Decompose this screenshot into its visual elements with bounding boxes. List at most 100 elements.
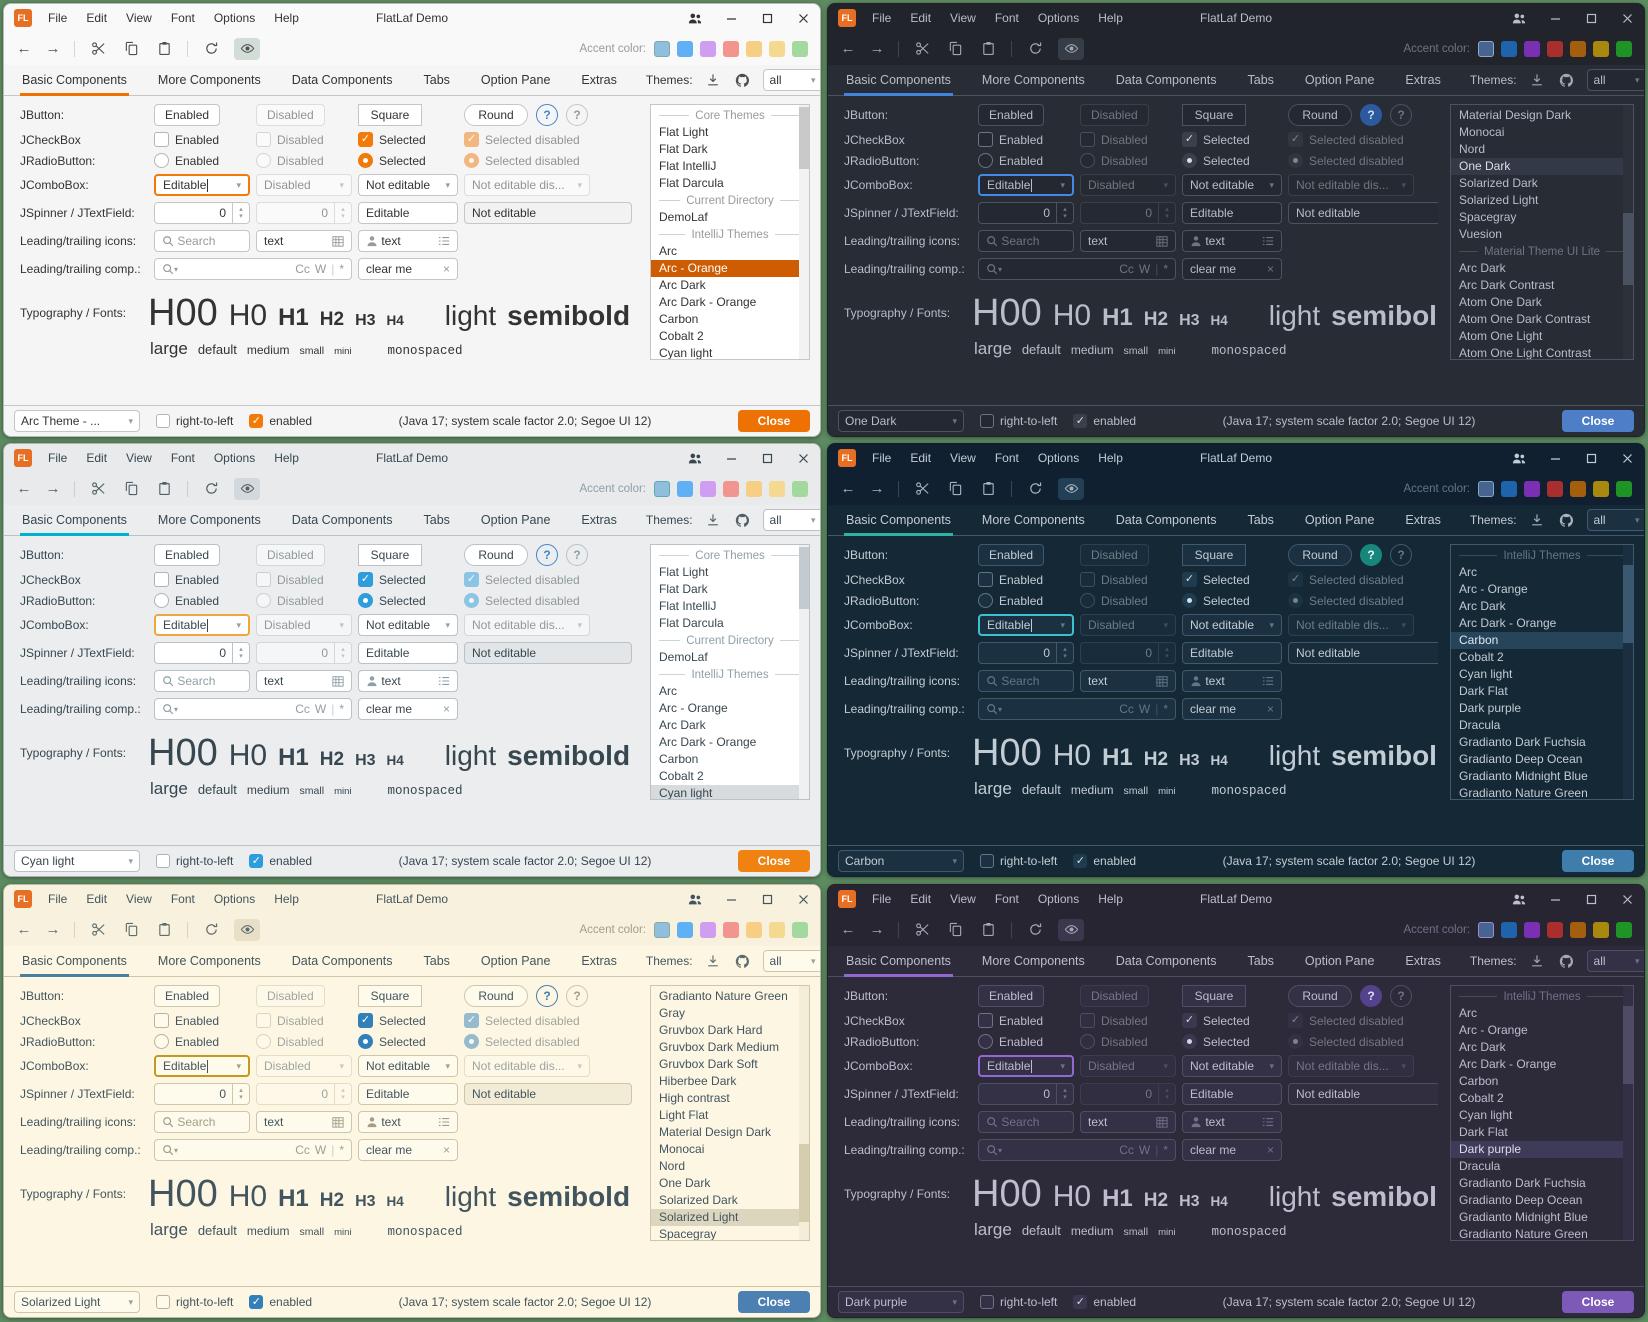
accent-swatch-6[interactable] xyxy=(1593,40,1609,57)
theme-list-item[interactable]: Cyan light xyxy=(651,785,809,799)
theme-list-item[interactable]: Arc Dark xyxy=(659,718,706,732)
theme-list-item[interactable]: Arc xyxy=(659,244,677,258)
checkbox-box[interactable] xyxy=(978,1013,993,1028)
spinner-down-icon[interactable]: ▾ xyxy=(1063,213,1067,220)
themes-list-scrollbar-track[interactable] xyxy=(799,105,809,359)
show-hidden-eye-icon[interactable] xyxy=(234,37,260,60)
round-button[interactable]: Round xyxy=(1288,544,1352,566)
theme-list-item[interactable]: Gradianto Deep Ocean xyxy=(1459,1193,1583,1207)
help-button-primary[interactable]: ? xyxy=(1360,544,1382,566)
menu-edit[interactable]: Edit xyxy=(86,451,108,465)
list-icon[interactable] xyxy=(1262,235,1274,247)
textfield-editable[interactable]: Editable xyxy=(1182,202,1282,224)
checkbox-box-checked[interactable] xyxy=(249,1295,264,1309)
checkbox-box[interactable] xyxy=(978,132,993,147)
maximize-button[interactable] xyxy=(760,11,774,25)
calendar-icon[interactable] xyxy=(1156,675,1168,687)
accent-swatch-1[interactable] xyxy=(654,40,670,57)
calendar-icon[interactable] xyxy=(332,1116,344,1128)
regex-icon[interactable]: * xyxy=(1163,262,1168,276)
radio-circle[interactable] xyxy=(978,1034,993,1049)
match-case-icon[interactable]: Cc xyxy=(295,262,310,276)
close-window-button[interactable] xyxy=(1620,451,1634,465)
accent-swatch-5[interactable] xyxy=(1570,480,1586,497)
spinner-value[interactable]: 0 xyxy=(219,1087,226,1101)
theme-list-item[interactable]: Arc Dark xyxy=(1459,599,1506,613)
theme-list-item[interactable]: Dark Flat xyxy=(1459,1125,1508,1139)
download-icon[interactable] xyxy=(1527,951,1547,971)
show-hidden-eye-icon[interactable] xyxy=(1058,477,1084,500)
github-icon[interactable] xyxy=(733,951,753,971)
radio-circle-selected[interactable] xyxy=(358,153,373,168)
theme-list-item[interactable]: Gruvbox Dark Soft xyxy=(659,1057,758,1071)
right-to-left-checkbox[interactable]: right-to-left xyxy=(156,414,233,428)
search-options-input[interactable]: ▾ Cc W | * xyxy=(154,1139,352,1161)
themes-list-scrollbar-track[interactable] xyxy=(1623,105,1633,359)
menu-file[interactable]: File xyxy=(48,892,68,906)
theme-list-item[interactable]: Arc Dark - Orange xyxy=(659,295,757,309)
cut-icon[interactable] xyxy=(912,39,932,59)
theme-list-item[interactable]: Carbon xyxy=(1451,632,1633,649)
checkbox-box[interactable] xyxy=(154,132,169,147)
checkbox-selected[interactable]: Selected xyxy=(1182,572,1282,587)
round-button[interactable]: Round xyxy=(464,985,528,1007)
square-button[interactable]: Square xyxy=(1182,985,1246,1007)
enabled-button[interactable]: Enabled xyxy=(154,104,221,126)
match-case-icon[interactable]: Cc xyxy=(295,702,310,716)
themes-filter-select[interactable]: all ▾ xyxy=(762,69,820,91)
tab-option-pane[interactable]: Option Pane xyxy=(1304,954,1375,968)
theme-list-item[interactable]: Gruvbox Dark Medium xyxy=(659,1040,780,1054)
combobox-not-editable[interactable]: Not editable ▾ xyxy=(1182,1055,1282,1077)
theme-list-item[interactable]: Flat IntelliJ xyxy=(659,599,717,613)
menu-view[interactable]: View xyxy=(950,451,976,465)
accent-swatch-3[interactable] xyxy=(700,921,716,938)
theme-list-item[interactable]: Dark Flat xyxy=(1459,684,1508,698)
copy-icon[interactable] xyxy=(945,920,965,940)
right-to-left-checkbox[interactable]: right-to-left xyxy=(156,854,233,868)
tab-tabs[interactable]: Tabs xyxy=(423,954,450,968)
help-button-secondary[interactable]: ? xyxy=(1390,985,1412,1007)
themes-filter-select[interactable]: all ▾ xyxy=(762,509,820,531)
footer-theme-select[interactable]: Solarized Light ▾ xyxy=(14,1291,140,1313)
accent-swatch-7[interactable] xyxy=(1616,480,1632,497)
date-input[interactable]: text xyxy=(1080,1111,1176,1133)
tab-more-components[interactable]: More Components xyxy=(157,513,261,527)
download-icon[interactable] xyxy=(1527,510,1547,530)
textfield-editable[interactable]: Editable xyxy=(358,202,458,224)
close-window-button[interactable] xyxy=(796,451,810,465)
date-input[interactable]: text xyxy=(1080,230,1176,252)
accent-swatch-5[interactable] xyxy=(746,480,762,497)
regex-icon[interactable]: * xyxy=(339,262,344,276)
list-icon[interactable] xyxy=(438,675,450,687)
spinner-arrows[interactable]: ▴ ▾ xyxy=(232,1084,249,1104)
close-button[interactable]: Close xyxy=(1562,1291,1634,1313)
footer-theme-select[interactable]: Carbon ▾ xyxy=(838,850,964,872)
date-input[interactable]: text xyxy=(256,1111,352,1133)
forward-icon[interactable]: → xyxy=(45,40,61,57)
date-input[interactable]: text xyxy=(256,670,352,692)
search-input[interactable]: Search xyxy=(154,1111,250,1133)
right-to-left-checkbox[interactable]: right-to-left xyxy=(156,1295,233,1309)
tab-tabs[interactable]: Tabs xyxy=(423,513,450,527)
accent-swatch-3[interactable] xyxy=(1524,921,1540,938)
theme-list-item[interactable]: Solarized Dark xyxy=(1459,176,1538,190)
enabled-checkbox[interactable]: enabled xyxy=(249,1295,312,1309)
back-icon[interactable]: ← xyxy=(840,921,856,938)
accent-swatch-4[interactable] xyxy=(723,921,739,938)
themes-list-scrollbar[interactable] xyxy=(1623,565,1633,643)
footer-theme-select[interactable]: Cyan light ▾ xyxy=(14,850,140,872)
radio-circle-selected[interactable] xyxy=(1182,153,1197,168)
chevron-down-icon[interactable]: ▾ xyxy=(174,1145,179,1155)
copy-icon[interactable] xyxy=(121,39,141,59)
date-input[interactable]: text xyxy=(1080,670,1176,692)
spinner-up-icon[interactable]: ▴ xyxy=(239,646,243,653)
themes-filter-select[interactable]: all ▾ xyxy=(1586,509,1644,531)
accent-swatch-2[interactable] xyxy=(1501,921,1517,938)
menu-help[interactable]: Help xyxy=(1098,11,1123,25)
clear-icon[interactable]: × xyxy=(442,1143,450,1157)
clear-icon[interactable]: × xyxy=(1266,262,1274,276)
theme-list-item[interactable]: Solarized Light xyxy=(1459,193,1539,207)
user-input[interactable]: text xyxy=(1182,230,1282,252)
users-icon[interactable] xyxy=(1512,11,1526,25)
themes-list-scrollbar[interactable] xyxy=(799,547,809,609)
